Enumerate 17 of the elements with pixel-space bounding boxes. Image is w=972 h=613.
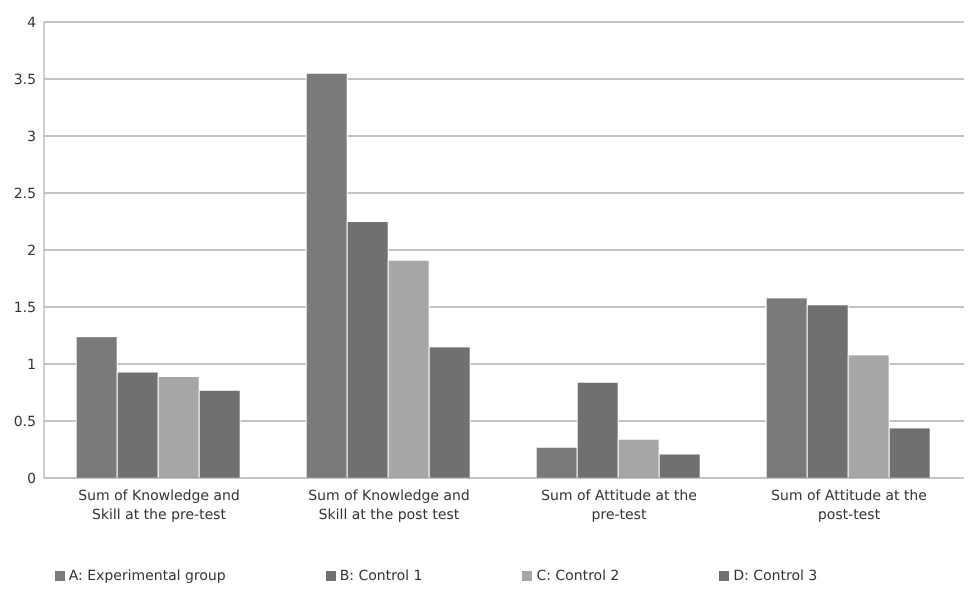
y-tick-label: 3	[27, 128, 36, 145]
y-tick-label: 0	[27, 470, 36, 487]
y-tick-label: 2	[27, 242, 36, 259]
legend-label: A: Experimental group	[68, 568, 226, 584]
legend-label: D: Control 3	[733, 568, 818, 584]
y-tick-label: 3.5	[14, 72, 36, 88]
legend-label: B: Control 1	[340, 568, 422, 584]
x-tick-label: Sum of Knowledge and Skill at the post test	[308, 488, 470, 523]
x-tick-label: Sum of Attitude at the post-test	[771, 488, 927, 523]
x-tick-label: Sum of Attitude at the pre-test	[541, 488, 697, 523]
y-tick-label: 0.5	[14, 414, 36, 430]
y-tick-label: 4	[27, 14, 36, 31]
x-tick-label: Sum of Knowledge and Skill at the pre-test	[78, 488, 240, 523]
y-tick-label: 1.5	[14, 300, 36, 316]
y-tick-label: 1	[27, 356, 36, 373]
legend-label: C: Control 2	[536, 568, 620, 584]
y-tick-label: 2.5	[14, 186, 36, 202]
